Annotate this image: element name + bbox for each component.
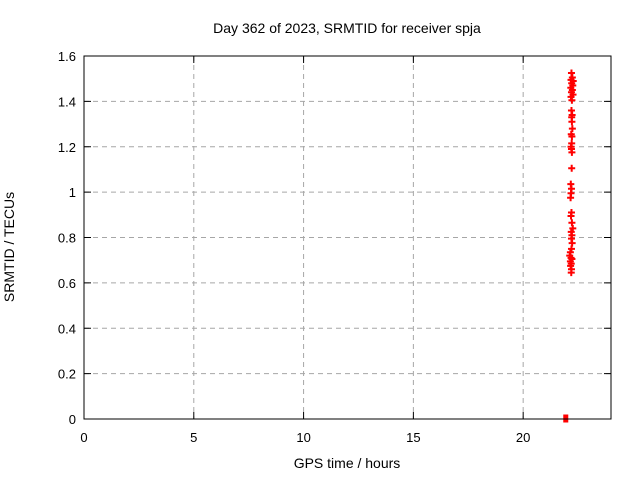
data-point-plus [567,194,575,202]
data-point-plus [567,245,575,253]
chart-title: Day 362 of 2023, SRMTID for receiver spj… [213,20,481,36]
plot-border [83,55,612,420]
tick-label-layer: 0 5 10 15 20 0 0.2 0.4 0.6 0.8 1 1.2 1.4 1.6 [58,49,530,445]
y-tick-label: 0.8 [58,231,76,246]
y-tick-label: 1.6 [58,49,76,64]
x-tick-label: 5 [190,430,197,445]
x-tick-label: 20 [516,430,530,445]
data-point-plus [567,269,575,277]
data-point-plus [568,96,576,104]
x-tick-label: 10 [296,430,310,445]
data-point-plus [568,118,576,126]
data-point-plus [568,148,576,156]
data-point-plus [568,164,576,172]
y-tick-label: 0 [69,412,76,427]
x-tick-label: 0 [80,430,87,445]
y-tick-label: 1.2 [58,140,76,155]
y-tick-label: 1 [69,185,76,200]
data-point-plus [567,212,575,220]
x-tick-label: 15 [406,430,420,445]
y-tick-label: 0.4 [58,321,76,336]
data-point-plus [568,125,576,133]
y-tick-label: 1.4 [58,94,76,109]
data-point-plus [568,133,576,141]
grid-layer [84,56,611,419]
x-axis-label: GPS time / hours [294,455,401,471]
y-tick-label: 0.6 [58,276,76,291]
data-points-layer [563,69,577,423]
y-tick-label: 0.2 [58,367,76,382]
y-axis-label: SRMTID / TECUs [1,192,17,302]
